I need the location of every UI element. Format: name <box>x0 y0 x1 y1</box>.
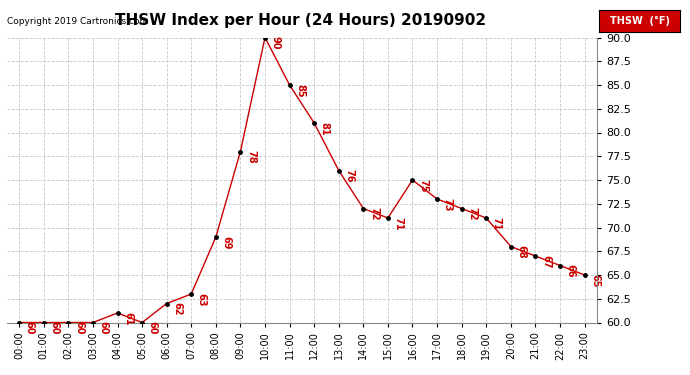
Text: 67: 67 <box>541 255 551 268</box>
Text: 60: 60 <box>99 321 108 334</box>
Text: 65: 65 <box>590 274 600 287</box>
Text: 72: 72 <box>467 207 477 220</box>
Text: 69: 69 <box>221 236 231 249</box>
Text: 60: 60 <box>49 321 59 334</box>
Text: 60: 60 <box>74 321 84 334</box>
Text: 62: 62 <box>172 302 182 316</box>
Text: 78: 78 <box>246 150 256 164</box>
Text: 61: 61 <box>123 312 133 325</box>
Text: 71: 71 <box>492 217 502 230</box>
Text: 75: 75 <box>418 178 428 192</box>
Text: Copyright 2019 Cartronics.com: Copyright 2019 Cartronics.com <box>7 17 148 26</box>
Text: 60: 60 <box>25 321 34 334</box>
Text: THSW Index per Hour (24 Hours) 20190902: THSW Index per Hour (24 Hours) 20190902 <box>115 13 486 28</box>
Text: 66: 66 <box>566 264 575 278</box>
Text: 63: 63 <box>197 292 207 306</box>
Text: 85: 85 <box>295 84 305 97</box>
Text: THSW  (°F): THSW (°F) <box>610 16 669 26</box>
Text: 76: 76 <box>344 169 354 183</box>
Text: 73: 73 <box>442 198 453 211</box>
Text: 72: 72 <box>369 207 379 220</box>
Text: 60: 60 <box>148 321 157 334</box>
Text: 71: 71 <box>393 217 404 230</box>
Text: 81: 81 <box>319 122 330 135</box>
Text: 90: 90 <box>270 36 281 50</box>
Text: 68: 68 <box>516 245 526 259</box>
